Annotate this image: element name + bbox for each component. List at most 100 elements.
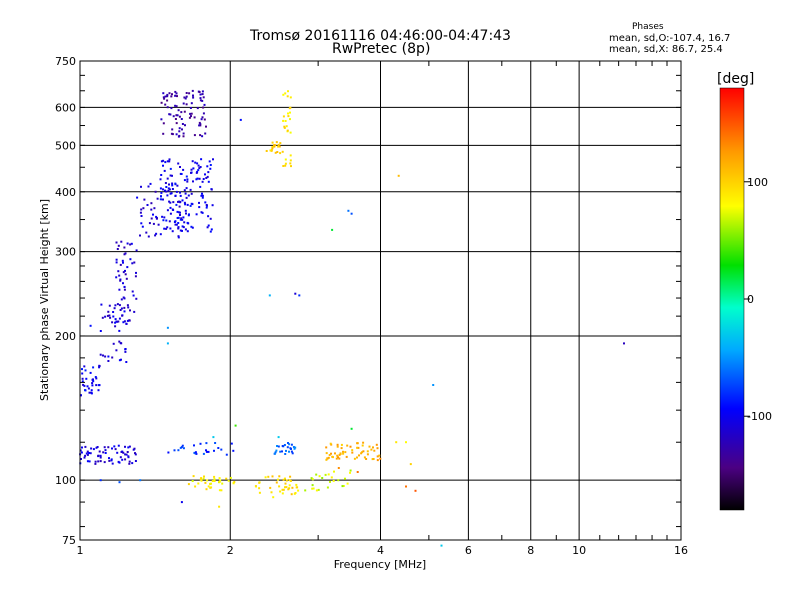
data-point — [346, 444, 349, 447]
data-point — [113, 445, 116, 448]
data-point — [201, 196, 204, 199]
data-point — [175, 92, 178, 95]
data-point — [199, 99, 202, 102]
data-point — [84, 454, 87, 457]
data-point — [183, 179, 186, 182]
data-point — [124, 269, 126, 272]
data-point — [212, 158, 214, 161]
data-point — [275, 481, 278, 484]
data-point — [178, 211, 181, 214]
data-point — [192, 94, 194, 97]
data-point — [378, 454, 381, 457]
data-point — [177, 227, 180, 230]
data-point — [123, 246, 126, 249]
data-point — [118, 288, 121, 291]
data-point — [83, 456, 86, 459]
data-point — [372, 446, 374, 449]
data-point — [160, 101, 163, 104]
data-point — [165, 190, 168, 193]
data-point — [623, 342, 625, 345]
data-point — [123, 320, 126, 323]
data-point — [107, 355, 110, 358]
data-point — [97, 389, 100, 392]
data-point — [175, 105, 178, 108]
data-point — [349, 471, 351, 474]
data-point — [199, 97, 202, 100]
data-point — [186, 180, 189, 183]
data-point — [171, 128, 174, 131]
data-point — [362, 441, 365, 444]
data-point — [342, 450, 344, 453]
data-point — [164, 189, 166, 192]
data-point — [281, 488, 284, 491]
data-point — [159, 198, 162, 201]
data-point — [356, 442, 359, 445]
data-point — [209, 217, 212, 220]
data-point — [270, 148, 273, 151]
data-point — [91, 378, 94, 381]
data-point — [122, 282, 124, 285]
data-point — [115, 349, 118, 352]
y-axis-label: Stationary phase Virtual Height [km] — [38, 199, 51, 401]
data-point — [213, 480, 216, 482]
data-point — [170, 95, 173, 98]
data-point — [94, 460, 97, 463]
data-point — [175, 203, 178, 206]
data-point — [356, 446, 359, 449]
data-point — [100, 303, 103, 306]
data-point — [336, 443, 339, 446]
data-point — [287, 442, 289, 444]
data-point — [277, 436, 280, 439]
data-point — [168, 183, 170, 186]
data-point — [330, 476, 333, 479]
data-point — [99, 454, 102, 457]
data-point — [342, 485, 345, 487]
data-point — [124, 445, 126, 448]
data-point — [125, 361, 128, 363]
data-point — [171, 182, 174, 185]
data-point — [290, 165, 292, 168]
data-point — [290, 493, 293, 496]
data-point — [188, 116, 191, 119]
data-point — [205, 449, 207, 452]
data-point — [102, 354, 104, 357]
data-point — [255, 485, 257, 488]
data-point — [159, 178, 162, 181]
data-point — [107, 310, 110, 313]
data-point — [272, 496, 275, 499]
data-point — [95, 446, 98, 449]
data-point — [366, 450, 369, 453]
data-point — [318, 475, 321, 478]
data-point — [120, 358, 122, 361]
data-point — [409, 463, 412, 466]
data-point — [163, 97, 166, 100]
data-point — [233, 481, 236, 483]
data-point — [175, 114, 178, 117]
data-point — [98, 365, 101, 367]
data-point — [220, 489, 223, 492]
data-point — [265, 150, 268, 152]
data-point — [190, 202, 193, 205]
data-point — [120, 298, 123, 301]
data-point — [275, 449, 278, 452]
data-point — [340, 443, 343, 446]
data-point — [279, 490, 282, 493]
data-point — [207, 485, 210, 488]
data-point — [175, 133, 178, 136]
data-point — [184, 209, 187, 212]
data-point — [168, 160, 171, 163]
data-point — [196, 177, 199, 180]
data-point — [294, 292, 297, 295]
data-point — [174, 104, 177, 107]
data-point — [193, 134, 196, 137]
data-point — [122, 451, 125, 454]
data-point — [199, 478, 202, 481]
data-point — [210, 486, 213, 489]
data-point — [282, 488, 285, 491]
data-point — [135, 249, 138, 252]
data-point — [193, 116, 196, 119]
data-point — [379, 457, 382, 460]
data-point — [176, 95, 178, 98]
data-point — [234, 424, 237, 427]
data-point — [140, 222, 143, 225]
